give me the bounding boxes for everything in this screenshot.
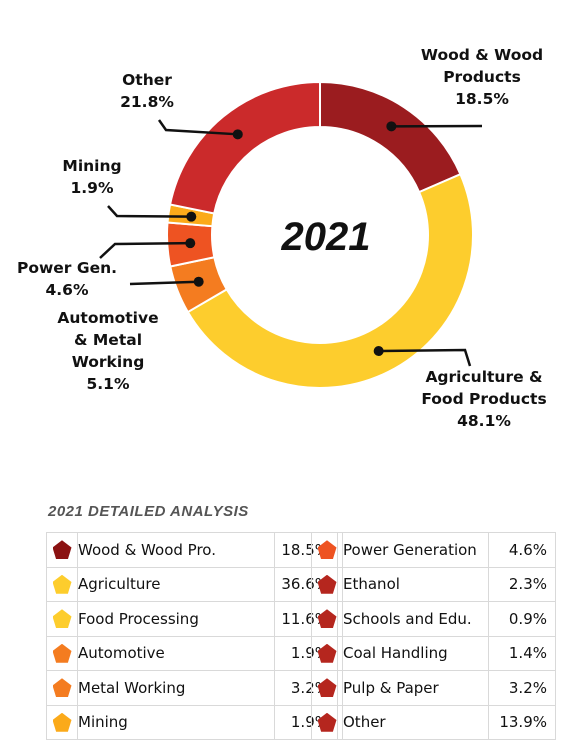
analysis-row: Schools and Edu. 0.9% xyxy=(311,601,556,637)
callout-label: Other 21.8% xyxy=(120,71,174,111)
callout-label-line: Mining xyxy=(62,157,121,175)
analysis-row: Agriculture 36.6% xyxy=(46,566,338,602)
analysis-row: Metal Working 3.2% xyxy=(46,670,338,706)
analysis-row: Mining 1.9% xyxy=(46,704,338,740)
donut-callouts: Wood & Wood Products 18.5% Agriculture & Foo… xyxy=(17,46,547,430)
analysis-label: Other xyxy=(342,704,489,740)
callout-value: 21.8% xyxy=(120,93,174,111)
callout-label-line: Working xyxy=(72,353,145,371)
callout-value: 5.1% xyxy=(87,375,130,393)
analysis-label: Mining xyxy=(77,704,275,740)
pentagon-icon xyxy=(52,712,72,732)
analysis-value: 1.4% xyxy=(488,635,556,671)
pentagon-icon xyxy=(317,540,337,560)
callout-label-line: Products xyxy=(443,68,521,86)
pentagon-icon xyxy=(317,678,337,698)
pentagon-icon xyxy=(52,574,72,594)
analysis-value: 3.2% xyxy=(488,670,556,706)
analysis-value: 4.6% xyxy=(488,532,556,568)
pentagon-icon xyxy=(52,678,72,698)
analysis-label: Pulp & Paper xyxy=(342,670,489,706)
analysis-label: Coal Handling xyxy=(342,635,489,671)
analysis-row: Wood & Wood Pro. 18.5% xyxy=(46,532,338,568)
analysis-label: Metal Working xyxy=(77,670,275,706)
pentagon-icon xyxy=(317,574,337,594)
callout-label-line: & Metal xyxy=(74,331,142,349)
analysis-row: Other 13.9% xyxy=(311,704,556,740)
analysis-label: Food Processing xyxy=(77,601,275,637)
callout-label: Agriculture & Food Products 48.1% xyxy=(421,368,546,430)
callout-label-line: Food Products xyxy=(421,390,546,408)
analysis-value: 2.3% xyxy=(488,566,556,602)
analysis-table-right: Power Generation 4.6% Ethanol 2.3% Schools a… xyxy=(311,532,556,740)
donut-slice xyxy=(168,80,321,215)
analysis-label: Schools and Edu. xyxy=(342,601,489,637)
callout-value: 4.6% xyxy=(46,281,89,299)
callout-label: Wood & Wood Products 18.5% xyxy=(421,46,543,108)
analysis-label: Agriculture xyxy=(77,566,275,602)
callout-line xyxy=(107,205,192,218)
analysis-value: 0.9% xyxy=(488,601,556,637)
pentagon-icon xyxy=(52,540,72,560)
donut-chart: Wood & Wood Products 18.5% Agriculture & Foo… xyxy=(17,46,547,430)
callout-value: 48.1% xyxy=(457,412,511,430)
analysis-title: 2021 DETAILED ANALYSIS xyxy=(48,503,249,520)
donut-slices xyxy=(166,80,474,389)
callout-label-line: Agriculture & xyxy=(425,368,542,386)
pentagon-icon xyxy=(317,643,337,663)
callout-label-line: Other xyxy=(122,71,172,89)
callout-line xyxy=(129,280,199,286)
center-year-label: 2021 xyxy=(281,215,371,259)
analysis-value: 13.9% xyxy=(488,704,556,740)
pentagon-icon xyxy=(317,609,337,629)
analysis-label: Automotive xyxy=(77,635,275,671)
analysis-label: Wood & Wood Pro. xyxy=(77,532,275,568)
analysis-row: Food Processing 11.6% xyxy=(46,601,338,637)
pentagon-icon xyxy=(52,643,72,663)
analysis-label: Power Generation xyxy=(342,532,489,568)
analysis-row: Coal Handling 1.4% xyxy=(311,635,556,671)
analysis-row: Power Generation 4.6% xyxy=(311,532,556,568)
callout-label: Power Gen. 4.6% xyxy=(17,259,117,299)
callout-value: 18.5% xyxy=(455,90,509,108)
callout-label-line: Automotive xyxy=(57,309,158,327)
callout-label: Automotive & Metal Working 5.1% xyxy=(57,309,158,393)
callout-line xyxy=(99,241,191,259)
analysis-row: Ethanol 2.3% xyxy=(311,566,556,602)
analysis-row: Automotive 1.9% xyxy=(46,635,338,671)
pentagon-icon xyxy=(52,609,72,629)
callout-label: Mining 1.9% xyxy=(62,157,121,197)
callout-line xyxy=(157,119,238,136)
callout-label-line: Wood & Wood xyxy=(421,46,543,64)
callout-line xyxy=(378,348,472,367)
analysis-table-left: Wood & Wood Pro. 18.5% Agriculture 36.6% Foo… xyxy=(46,532,338,740)
donut-slice xyxy=(186,172,474,389)
donut-slice xyxy=(319,80,462,194)
analysis-row: Pulp & Paper 3.2% xyxy=(311,670,556,706)
callout-value: 1.9% xyxy=(71,179,114,197)
analysis-label: Ethanol xyxy=(342,566,489,602)
pentagon-icon xyxy=(317,712,337,732)
callout-label-line: Power Gen. xyxy=(17,259,117,277)
